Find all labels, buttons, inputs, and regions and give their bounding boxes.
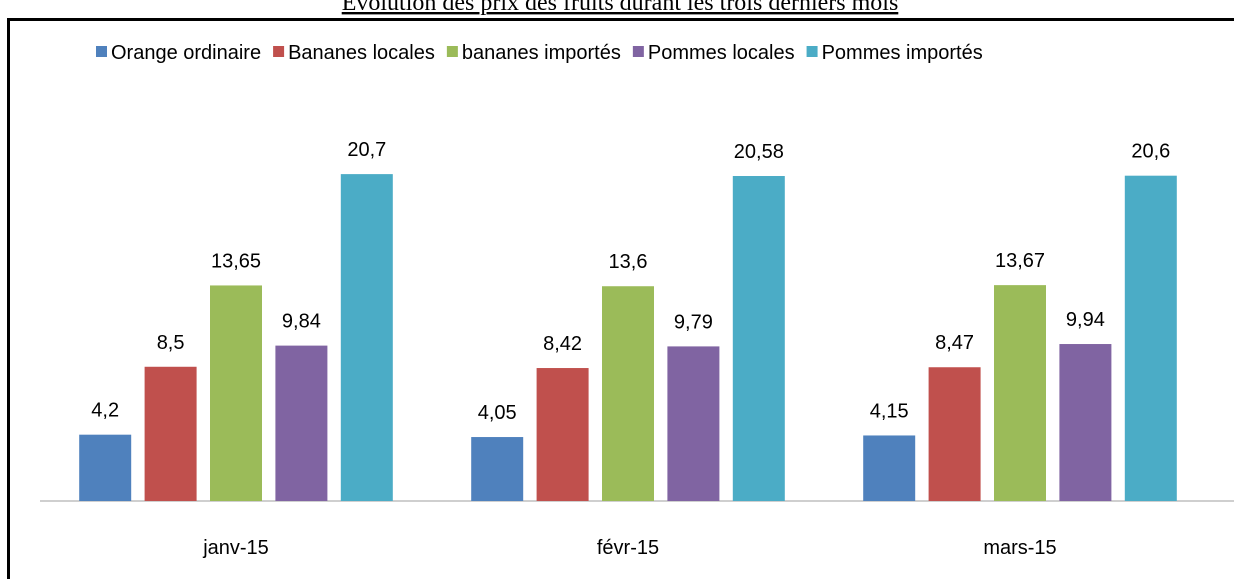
data-label: 8,47 — [935, 332, 974, 354]
data-label: 9,84 — [282, 311, 321, 333]
legend-label: bananes importés — [462, 42, 621, 64]
legend-swatch — [446, 46, 458, 57]
bar — [79, 434, 132, 501]
bar — [994, 285, 1046, 501]
legend-label: Bananes locales — [288, 42, 435, 64]
data-label: 4,2 — [91, 400, 119, 422]
bar — [732, 176, 785, 501]
legend-swatch — [806, 46, 818, 57]
data-label: 13,65 — [211, 250, 261, 272]
bar — [863, 435, 916, 501]
bar — [471, 437, 524, 501]
legend-label: Pommes locales — [648, 42, 795, 64]
data-label: 8,5 — [157, 332, 185, 354]
data-label: 9,79 — [674, 311, 713, 333]
legend-label: Orange ordinaire — [111, 42, 261, 64]
data-label: 13,6 — [609, 251, 648, 273]
data-label: 4,15 — [870, 400, 909, 422]
data-label: 4,05 — [478, 402, 517, 424]
bar — [928, 367, 981, 501]
data-label: 20,58 — [734, 141, 784, 163]
bar — [602, 286, 654, 501]
legend-swatch — [96, 46, 107, 57]
chart-title: Évolution des prix des fruits durant les… — [342, 0, 899, 16]
data-label: 9,94 — [1066, 309, 1105, 331]
bar — [1059, 344, 1112, 501]
bar — [536, 368, 589, 501]
legend-swatch — [273, 46, 285, 57]
data-label: 20,7 — [347, 139, 386, 161]
data-label: 13,67 — [995, 250, 1045, 272]
bar — [340, 174, 393, 502]
data-label: 20,6 — [1131, 141, 1170, 163]
x-tick-label: févr-15 — [597, 537, 659, 559]
bar — [275, 345, 328, 501]
x-tick-label: janv-15 — [202, 537, 269, 559]
legend-swatch — [632, 46, 644, 57]
data-label: 8,42 — [543, 333, 582, 355]
bar — [1124, 175, 1177, 502]
bar — [144, 366, 197, 501]
bar — [210, 285, 262, 501]
bar — [667, 346, 720, 501]
x-tick-label: mars-15 — [983, 537, 1056, 559]
legend-label: Pommes importés — [822, 42, 983, 64]
